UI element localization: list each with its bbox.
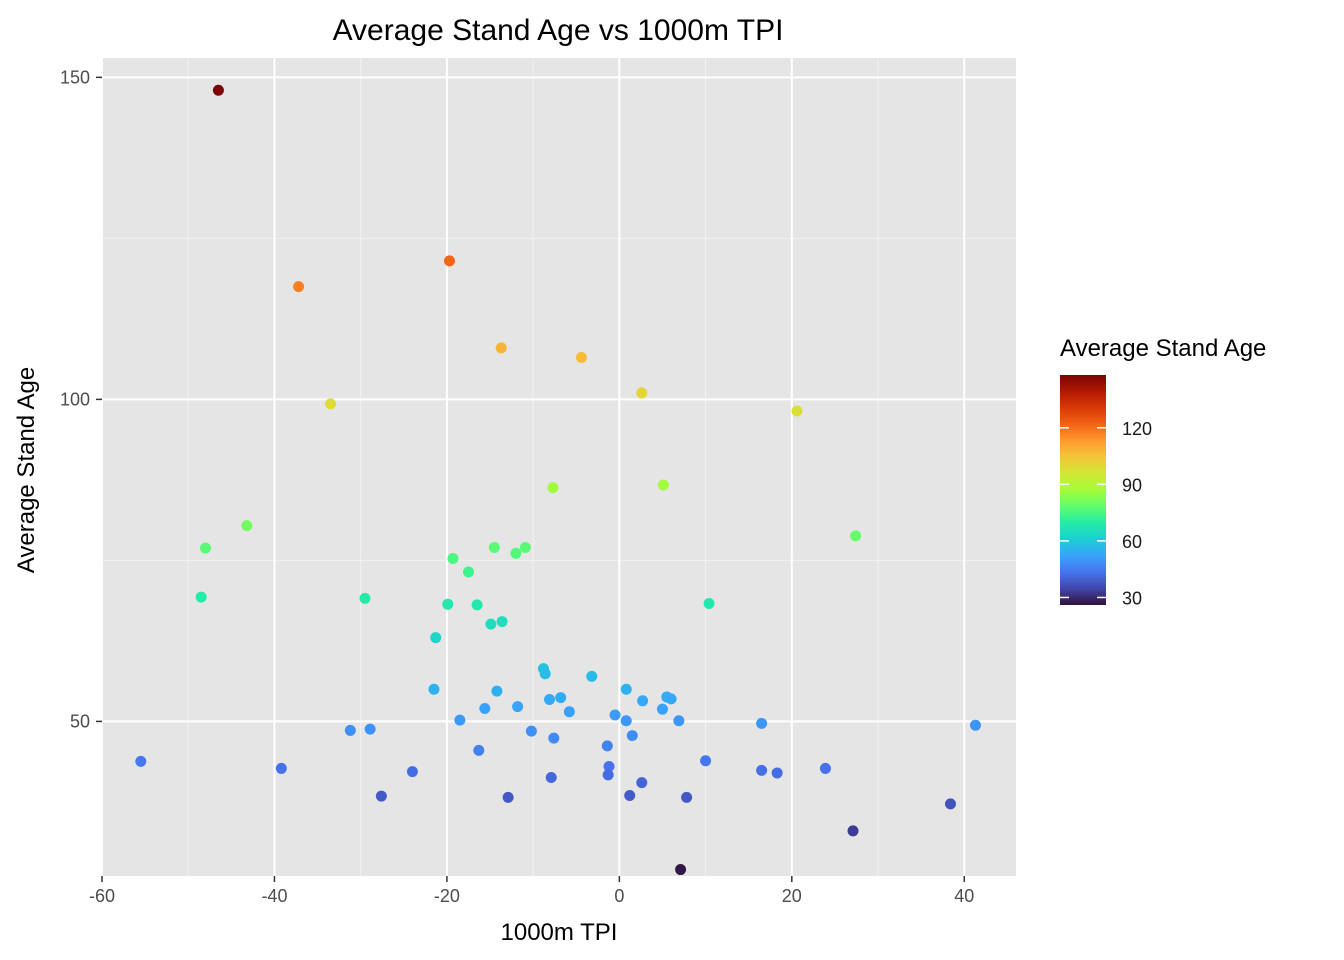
data-point [293, 281, 305, 293]
data-point [539, 668, 551, 680]
data-point [620, 715, 632, 727]
data-point [442, 598, 454, 610]
data-point [563, 706, 575, 718]
data-point [479, 703, 491, 715]
data-point [547, 482, 559, 494]
x-tick-label: -20 [434, 886, 460, 906]
data-point [756, 764, 768, 776]
data-point [575, 352, 587, 364]
chart-title: Average Stand Age vs 1000m TPI [333, 14, 784, 47]
data-point [488, 542, 500, 554]
data-point [275, 762, 287, 774]
data-point [525, 725, 537, 737]
major-grid [101, 58, 1016, 876]
data-point [544, 694, 556, 706]
data-point [847, 825, 859, 837]
plot-panel [102, 58, 1016, 876]
data-point [626, 730, 638, 742]
data-point [325, 398, 336, 410]
data-point [406, 766, 418, 778]
x-axis-title: 1000m TPI [501, 919, 618, 946]
data-point [428, 683, 440, 695]
data-point [364, 723, 376, 735]
data-point [495, 342, 507, 354]
data-point [510, 547, 522, 559]
data-point [609, 709, 621, 721]
data-point [819, 762, 831, 774]
legend-title: Average Stand Age [1060, 335, 1266, 362]
data-points [135, 84, 981, 876]
x-axis: -60 -40 -20 0 20 40 [89, 876, 974, 906]
data-point [241, 520, 253, 532]
data-point [359, 592, 371, 604]
data-point [756, 717, 768, 729]
data-point [195, 591, 207, 603]
data-point [656, 703, 668, 715]
data-point [454, 714, 466, 726]
data-point [637, 695, 649, 707]
data-point [969, 719, 981, 731]
colorbar-tick-label: 120 [1122, 419, 1152, 439]
data-point [344, 724, 356, 736]
data-point [462, 566, 474, 578]
data-point [673, 715, 685, 727]
data-point [944, 798, 956, 810]
data-point [512, 701, 524, 713]
colorbar-ticks: 30 60 90 120 [1060, 419, 1152, 608]
data-point [491, 685, 503, 697]
data-point [791, 405, 803, 417]
data-point [473, 744, 485, 756]
data-point [502, 791, 514, 803]
y-tick-label: 100 [60, 389, 90, 409]
data-point [212, 84, 224, 96]
y-axis: 50 100 150 [60, 67, 102, 731]
colorbar-tick-label: 30 [1122, 588, 1142, 608]
x-tick-label: -40 [261, 886, 287, 906]
x-tick-label: -60 [89, 886, 115, 906]
colorbar [1060, 375, 1106, 605]
color-legend: Average Stand Age 30 60 90 120 [1060, 335, 1266, 608]
x-tick-label: 0 [614, 886, 624, 906]
minor-grid [102, 58, 1016, 876]
data-point [665, 693, 677, 705]
x-tick-label: 20 [782, 886, 802, 906]
x-tick-label: 40 [954, 886, 974, 906]
data-point [519, 542, 531, 554]
data-point [430, 632, 442, 644]
data-point [586, 670, 598, 682]
data-point [545, 771, 557, 783]
data-point [703, 598, 715, 610]
data-point [447, 552, 459, 564]
data-point [496, 616, 508, 628]
data-point [624, 789, 636, 801]
data-point [375, 790, 387, 802]
data-point [555, 692, 567, 704]
colorbar-tick-label: 90 [1122, 475, 1142, 495]
data-point [675, 864, 687, 876]
data-point [850, 530, 862, 542]
data-point [548, 732, 560, 744]
y-tick-label: 150 [60, 67, 90, 87]
data-point [636, 777, 648, 789]
data-point [700, 755, 712, 767]
data-point [471, 599, 483, 611]
data-point [681, 791, 693, 803]
y-tick-label: 50 [70, 711, 90, 731]
data-point [771, 767, 783, 779]
data-point [603, 761, 615, 773]
data-point [636, 387, 648, 399]
y-axis-title: Average Stand Age [13, 367, 40, 573]
data-point [135, 755, 147, 767]
data-point [485, 618, 497, 630]
colorbar-tick-label: 60 [1122, 532, 1142, 552]
data-point [199, 542, 211, 554]
data-point [602, 769, 614, 781]
data-point [657, 479, 669, 491]
data-point [601, 740, 613, 752]
data-point [620, 683, 632, 695]
data-point [443, 255, 455, 267]
